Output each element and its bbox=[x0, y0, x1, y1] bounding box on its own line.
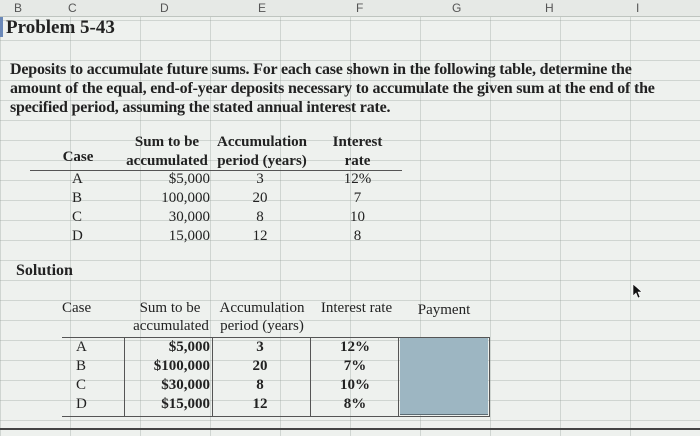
mouse-pointer-icon bbox=[632, 283, 644, 304]
payment-cell-b[interactable] bbox=[400, 357, 488, 377]
payment-cell-d[interactable] bbox=[400, 395, 488, 415]
given-case-c: C bbox=[72, 209, 83, 225]
solution-header-period-1[interactable]: Accumulation bbox=[219, 300, 305, 316]
bottom-border bbox=[0, 428, 700, 430]
given-sum-d: 15,000 bbox=[168, 228, 210, 244]
problem-title[interactable]: Problem 5-43 bbox=[6, 17, 115, 38]
given-sum-b: 100,000 bbox=[161, 190, 210, 206]
solution-period-b[interactable]: 20 bbox=[252, 358, 268, 374]
col-header-e[interactable]: E bbox=[258, 1, 267, 15]
given-rate-c: 10 bbox=[350, 209, 365, 225]
col-header-d[interactable]: D bbox=[160, 1, 169, 15]
solution-header-rate[interactable]: Interest rate bbox=[320, 300, 393, 316]
given-rate-d: 8 bbox=[353, 228, 362, 244]
solution-header-payment[interactable]: Payment bbox=[417, 302, 471, 318]
col-header-g[interactable]: G bbox=[452, 1, 462, 15]
payment-cell-a[interactable] bbox=[400, 338, 488, 358]
solution-rate-b[interactable]: 7% bbox=[343, 358, 367, 374]
solution-case-c[interactable]: C bbox=[76, 377, 87, 393]
solution-period-d[interactable]: 12 bbox=[252, 396, 268, 412]
solution-case-d[interactable]: D bbox=[76, 396, 87, 412]
problem-description[interactable]: Deposits to accumulate future sums. For … bbox=[10, 61, 655, 116]
given-period-d: 12 bbox=[252, 228, 268, 244]
given-period-a: 3 bbox=[256, 171, 264, 187]
given-header-sum-2: accumulated bbox=[126, 153, 208, 169]
divider bbox=[398, 337, 399, 416]
given-rate-b: 7 bbox=[353, 190, 362, 206]
solution-label[interactable]: Solution bbox=[16, 262, 73, 279]
solution-case-a[interactable]: A bbox=[76, 339, 87, 355]
given-case-d: D bbox=[72, 228, 83, 244]
solution-header-sum-1[interactable]: Sum to be bbox=[139, 300, 201, 316]
col-header-f[interactable]: F bbox=[356, 1, 364, 15]
given-rate-a: 12% bbox=[343, 171, 372, 187]
solution-sum-c[interactable]: $30,000 bbox=[161, 377, 210, 393]
given-header-rate-1: Interest bbox=[332, 134, 383, 150]
col-header-b[interactable]: B bbox=[14, 1, 23, 15]
solution-case-b[interactable]: B bbox=[76, 358, 87, 374]
solution-period-a[interactable]: 3 bbox=[256, 339, 264, 355]
solution-header-case[interactable]: Case bbox=[62, 300, 92, 316]
given-header-sum-1: Sum to be bbox=[134, 134, 200, 150]
solution-header-sum-2: accumulated bbox=[133, 318, 209, 334]
solution-rate-d[interactable]: 8% bbox=[343, 396, 367, 412]
given-sum-c: 30,000 bbox=[168, 209, 210, 225]
col-header-h[interactable]: H bbox=[545, 1, 554, 15]
solution-period-c[interactable]: 8 bbox=[256, 377, 264, 393]
solution-sum-a[interactable]: $5,000 bbox=[168, 339, 210, 355]
solution-rate-c[interactable]: 10% bbox=[340, 377, 370, 393]
solution-sum-b[interactable]: $100,000 bbox=[153, 358, 210, 374]
given-header-period-2: period (years) bbox=[217, 153, 307, 169]
given-header-period-1: Accumulation bbox=[217, 134, 307, 150]
given-period-b: 20 bbox=[252, 190, 268, 206]
col-header-c[interactable]: C bbox=[68, 1, 77, 15]
column-header-bar: B C D E F G H I bbox=[0, 0, 700, 17]
divider bbox=[124, 337, 125, 416]
divider bbox=[212, 337, 213, 416]
given-header-case: Case bbox=[62, 149, 94, 165]
given-case-a: A bbox=[72, 171, 83, 187]
solution-header-period-2: period (years) bbox=[220, 318, 304, 334]
given-sum-a: $5,000 bbox=[168, 171, 210, 187]
given-case-b: B bbox=[72, 190, 83, 206]
solution-rate-a[interactable]: 12% bbox=[340, 339, 370, 355]
col-header-i[interactable]: I bbox=[636, 1, 640, 15]
solution-sum-d[interactable]: $15,000 bbox=[161, 396, 210, 412]
payment-cell-c[interactable] bbox=[400, 376, 488, 396]
given-period-c: 8 bbox=[256, 209, 264, 225]
active-cell-indicator bbox=[0, 17, 3, 37]
given-header-rate-2: rate bbox=[344, 153, 371, 169]
divider bbox=[310, 337, 311, 416]
given-header-rule bbox=[30, 170, 402, 171]
solution-table bbox=[62, 337, 490, 417]
